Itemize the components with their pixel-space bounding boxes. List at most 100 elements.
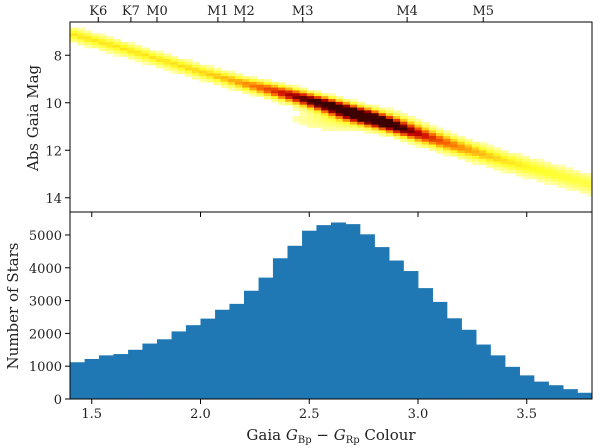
heatmap-cell (299, 87, 308, 91)
heatmap-cell (364, 110, 373, 114)
heatmap-cell (285, 96, 294, 100)
heatmap-x-ticks (91, 212, 528, 217)
histogram-bar (461, 329, 477, 399)
heatmap-cell (213, 79, 222, 83)
histogram-bar (98, 355, 114, 399)
heatmap-cell (98, 47, 107, 52)
heatmap-cell (141, 53, 150, 57)
heatmap-cell (285, 101, 294, 106)
heatmap-cell (500, 170, 509, 174)
heatmap-cell (263, 93, 272, 97)
heatmap-cell (421, 141, 430, 146)
heatmap-cell (543, 181, 552, 186)
heatmap-cell (213, 81, 222, 86)
heatmap-cell (414, 144, 423, 148)
heatmap-cell (127, 41, 136, 46)
heatmap-cell (565, 175, 574, 180)
heatmap-cell (120, 47, 129, 52)
heatmap-cell (84, 33, 93, 37)
heatmap-cell (127, 44, 136, 49)
heatmap-cell (529, 164, 538, 168)
heatmap-cell (256, 81, 265, 86)
heatmap-cell (378, 107, 387, 111)
heatmap-cell (270, 90, 279, 94)
heatmap-cell (443, 130, 452, 134)
heatmap-cell (586, 173, 592, 177)
heatmap-cell (479, 153, 487, 157)
heatmap-cell (457, 155, 466, 160)
histogram-y-tick-label: 1000 (29, 360, 62, 375)
heatmap-cell (572, 181, 581, 186)
heatmap-cell (270, 87, 279, 91)
heatmap-cell (306, 107, 315, 111)
heatmap-cell (586, 184, 592, 188)
x-label-g2: G (334, 426, 346, 444)
heatmap-cell (335, 98, 344, 103)
heatmap-cell (349, 104, 358, 109)
histogram-bar (84, 358, 100, 399)
heatmap-cell (306, 96, 315, 100)
heatmap-cell (170, 61, 179, 66)
heatmap-cell (572, 175, 581, 180)
heatmap-cell (529, 170, 538, 174)
heatmap-cell (392, 110, 401, 114)
heatmap-cell (170, 56, 179, 60)
heatmap-cell (515, 161, 523, 166)
heatmap-cell (328, 110, 337, 114)
heatmap-cell (278, 90, 286, 94)
heatmap-cell (156, 56, 164, 60)
heatmap-cell (299, 110, 308, 114)
heatmap-cell (493, 150, 502, 154)
heatmap-cell (529, 167, 538, 171)
heatmap-cell (436, 141, 444, 146)
heatmap-cell (220, 79, 229, 83)
heatmap-cell (443, 141, 452, 146)
heatmap-cell (558, 173, 566, 177)
heatmap-cell (306, 93, 315, 97)
heatmap-cell (263, 96, 272, 100)
heatmap-cell (328, 104, 337, 109)
heatmap-cell (392, 116, 401, 120)
histogram-x-tick-label: 3.5 (516, 407, 537, 422)
heatmap-cell (314, 93, 322, 97)
heatmap-cell (163, 59, 172, 63)
heatmap-cell (335, 121, 344, 126)
heatmap-cell (285, 93, 294, 97)
heatmap-cell (148, 59, 157, 63)
heatmap-cell (421, 136, 430, 140)
heatmap-cell (278, 93, 286, 97)
heatmap-cell (127, 56, 136, 60)
heatmap-cell (550, 173, 559, 177)
heatmap-cell (428, 147, 437, 151)
heatmap-cell (400, 118, 408, 123)
heatmap-cell (84, 30, 93, 34)
heatmap-cell (105, 41, 114, 46)
heatmap-cell (579, 187, 588, 191)
heatmap-cell (471, 161, 480, 166)
heatmap-cell (349, 101, 358, 106)
heatmap-cell (536, 167, 545, 171)
heatmap-cell (392, 127, 401, 131)
heatmap-cell (392, 124, 401, 129)
heatmap-cell (464, 158, 473, 163)
histogram-bar (331, 222, 346, 399)
heatmap-cell (91, 41, 100, 46)
heatmap-cell (213, 70, 222, 74)
heatmap-cell (515, 155, 523, 160)
heatmap-cell (134, 50, 143, 54)
heatmap-cell (550, 167, 559, 171)
heatmap-cell (421, 130, 430, 134)
heatmap-cell (421, 144, 430, 148)
heatmap-cell (127, 47, 136, 52)
heatmap-cell (278, 96, 286, 100)
heatmap-cell (184, 64, 193, 69)
heatmap-cell (436, 138, 444, 143)
heatmap-cell (529, 175, 538, 180)
heatmap-cell (457, 141, 466, 146)
histogram-x-tick-label: 1.5 (81, 407, 102, 422)
heatmap-cell (414, 124, 423, 129)
heatmap-cell (227, 87, 236, 91)
heatmap-cell (407, 133, 416, 137)
heatmap-cell (113, 53, 121, 57)
heatmap-cell (328, 93, 337, 97)
